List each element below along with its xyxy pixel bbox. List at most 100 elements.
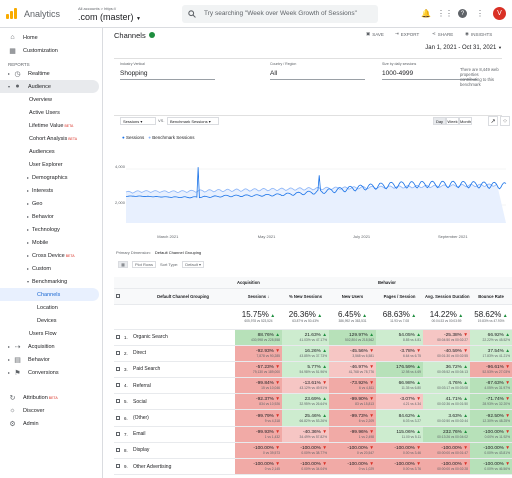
x-tick-label: September 2021: [438, 234, 468, 239]
sidebar-item-admin[interactable]: ⚙ Admin: [9, 420, 39, 428]
channel-name[interactable]: Referral: [131, 377, 236, 395]
scatter-chart-icon[interactable]: ⁘: [500, 116, 510, 126]
sidebar-item-geo[interactable]: ▸ Geo: [27, 200, 43, 207]
sidebar-item-interests[interactable]: ▸ Interests: [27, 187, 54, 194]
column-header[interactable]: Pages / Session: [376, 288, 424, 305]
column-header[interactable]: Sessions ↓: [235, 288, 283, 305]
channel-name[interactable]: (Other): [131, 409, 236, 427]
row-checkbox[interactable]: [116, 350, 120, 355]
sidebar-item-acquisition[interactable]: ▸ ⇢ Acquisition: [8, 343, 55, 351]
sidebar-item-attribution[interactable]: ↻ Attribution BETA: [9, 394, 58, 402]
help-icon[interactable]: ?: [458, 9, 467, 18]
chevron-down-icon: ▼: [136, 15, 141, 22]
table-row[interactable]: 8. Display -100.00% ▼ 0 vs 39,573 -100.00% ▼…: [114, 442, 512, 460]
channel-name[interactable]: Other Advertising: [131, 458, 236, 476]
sort-type-dropdown[interactable]: Default ▾: [182, 261, 204, 268]
sidebar-item-customization[interactable]: ▦ Customization: [9, 47, 58, 55]
save-button[interactable]: ▣ SAVE: [366, 31, 384, 37]
row-checkbox[interactable]: [116, 447, 120, 452]
sidebar-item-overview[interactable]: Overview: [29, 96, 52, 103]
notifications-icon[interactable]: 🔔: [421, 9, 431, 18]
account-selector[interactable]: All accounts > https:// .com (master) ▼: [78, 4, 170, 24]
total-cell: 15.75% ▲ 605,978 vs 523,524: [235, 304, 283, 330]
column-header[interactable]: % New Sessions: [282, 288, 330, 305]
export-button[interactable]: ⇥ EXPORT: [395, 31, 420, 37]
sidebar-item-devices[interactable]: Devices: [37, 317, 57, 324]
sidebar-item-technology[interactable]: ▸ Technology: [27, 226, 60, 233]
table-view-icon[interactable]: ▦: [118, 261, 128, 268]
sidebar-item-user-explorer[interactable]: User Explorer: [29, 161, 63, 168]
insights-button[interactable]: ◉ INSIGHTS: [465, 31, 493, 37]
sidebar-item-discover[interactable]: ☼ Discover: [9, 407, 45, 414]
column-header[interactable]: Bounce Rate: [470, 288, 512, 305]
row-checkbox[interactable]: [116, 334, 120, 339]
row-checkbox[interactable]: [116, 366, 120, 371]
sidebar-item-audience[interactable]: ▾ ● Audience: [0, 80, 99, 93]
row-checkbox[interactable]: [116, 464, 120, 469]
sidebar-item-location[interactable]: Location: [37, 304, 58, 311]
sidebar-item-audiences[interactable]: Audiences: [29, 148, 55, 155]
channel-name[interactable]: Display: [131, 442, 236, 460]
dim-column-header[interactable]: Default Channel Grouping: [131, 288, 236, 305]
sidebar-item-cohort-analysis[interactable]: Cohort Analysis BETA: [29, 135, 78, 142]
channel-name[interactable]: Social: [131, 393, 236, 411]
sidebar-item-behavior-sub[interactable]: ▸ Behavior: [27, 213, 54, 220]
avatar[interactable]: V: [493, 7, 506, 20]
arrow-up-icon: ▲: [414, 332, 422, 338]
sidebar-item-conversions[interactable]: ▸ ⚑ Conversions: [8, 369, 59, 377]
analytics-logo[interactable]: [6, 7, 19, 20]
arrow-down-icon: ▼: [273, 397, 281, 403]
date-range-picker[interactable]: Jan 1, 2021 - Oct 31, 2021 ▼: [425, 45, 502, 51]
primary-dimension-value[interactable]: Default Channel Grouping: [154, 250, 202, 255]
channel-name[interactable]: Email: [131, 426, 236, 443]
column-header[interactable]: New Users: [329, 288, 377, 305]
more-vert-icon[interactable]: ⋮: [476, 9, 484, 18]
channel-name[interactable]: Paid Search: [131, 361, 236, 379]
arrow-down-icon: ▼: [273, 429, 281, 435]
column-header[interactable]: Avg. Session Duration: [423, 288, 471, 305]
period-month[interactable]: Month: [459, 117, 472, 125]
row-checkbox[interactable]: [116, 431, 120, 436]
row-checkbox[interactable]: [116, 415, 120, 420]
table-row[interactable]: 2. Direct -92.93% ▼ 7,878 vs 90,285 16.26% ▲…: [114, 345, 512, 362]
sidebar-item-behavior[interactable]: ▸ ▤ Behavior: [8, 356, 50, 364]
period-day[interactable]: Day: [433, 117, 446, 125]
sidebar-item-channels[interactable]: Channels: [0, 288, 99, 301]
size-daily-sessions-filter[interactable]: Size by daily sessions 1000-4999: [382, 62, 477, 80]
metric1-dropdown[interactable]: Sessions ▾: [120, 117, 156, 125]
row-checkbox[interactable]: [116, 399, 120, 404]
main-panel: Channels ▣ SAVE ⇥ EXPORT ⋖ SHARE ◉ INSIGHTS …: [104, 28, 512, 478]
sidebar-item-active-users[interactable]: Active Users: [29, 109, 60, 116]
sidebar-item-users-flow[interactable]: Users Flow: [29, 330, 57, 337]
apps-grid-icon[interactable]: ⋮⋮: [437, 9, 453, 18]
search-bar[interactable]: Try searching "Week over Week Growth of …: [182, 4, 378, 23]
line-chart-icon[interactable]: ↗: [488, 116, 498, 126]
select-all-checkbox[interactable]: [116, 293, 120, 298]
verified-check-icon: [148, 32, 155, 38]
channel-name[interactable]: Direct: [131, 345, 236, 362]
table-row[interactable]: 9. Other Advertising -100.00% ▼ 0 vs 2,145-…: [114, 458, 512, 476]
table-row[interactable]: 7. Email -99.93% ▼ 1 vs 1,432 -40.36% ▼ 34.49…: [114, 426, 512, 443]
sidebar-item-demographics[interactable]: ▸ Demographics: [27, 174, 68, 181]
table-row[interactable]: 4. Referral -99.84% ▼ 15 vs 10,046 -13.61% ▼…: [114, 377, 512, 395]
plot-rows-button[interactable]: Plot Rows: [132, 261, 157, 268]
table-row[interactable]: 5. Social -92.37% ▼ 834 vs 10,926 23.69% ▲ 32…: [114, 393, 512, 411]
share-button[interactable]: ⋖ SHARE: [432, 31, 454, 37]
sidebar-item-custom[interactable]: ▸ Custom: [27, 265, 51, 272]
sidebar-item-home[interactable]: ⌂ Home: [0, 31, 102, 44]
table-row[interactable]: 6. (Other) -99.79% ▼ 9 vs 4,318 25.46% ▲ 66.8…: [114, 409, 512, 427]
sessions-chart[interactable]: 4,000 2,000 March 2021 May 2021 July 2021 Sep…: [114, 143, 512, 241]
sidebar-item-cross-device[interactable]: ▸ Cross Device BETA: [27, 252, 75, 259]
sidebar-item-lifetime-value[interactable]: Lifetime Value BETA: [29, 122, 74, 129]
metric2-dropdown[interactable]: Benchmark Sessions ▾: [167, 117, 219, 125]
table-row[interactable]: 1. Organic Search 88.76% ▲ 430,998 vs 228,5…: [114, 329, 512, 346]
row-checkbox[interactable]: [116, 383, 120, 388]
table-row[interactable]: 3. Paid Search -57.23% ▼ 79,130 vs 189,000 5…: [114, 361, 512, 379]
period-week[interactable]: Week: [446, 117, 459, 125]
sidebar-item-mobile[interactable]: ▸ Mobile: [27, 239, 49, 246]
sidebar-item-realtime[interactable]: ▸ ◷ Realtime: [8, 70, 50, 78]
sidebar-item-benchmarking[interactable]: ▾ Benchmarking: [27, 278, 68, 285]
channel-name[interactable]: Organic Search: [131, 329, 236, 346]
industry-vertical-filter[interactable]: Industry Vertical Shopping: [120, 62, 215, 80]
country-region-filter[interactable]: Country / Region All: [270, 62, 365, 80]
